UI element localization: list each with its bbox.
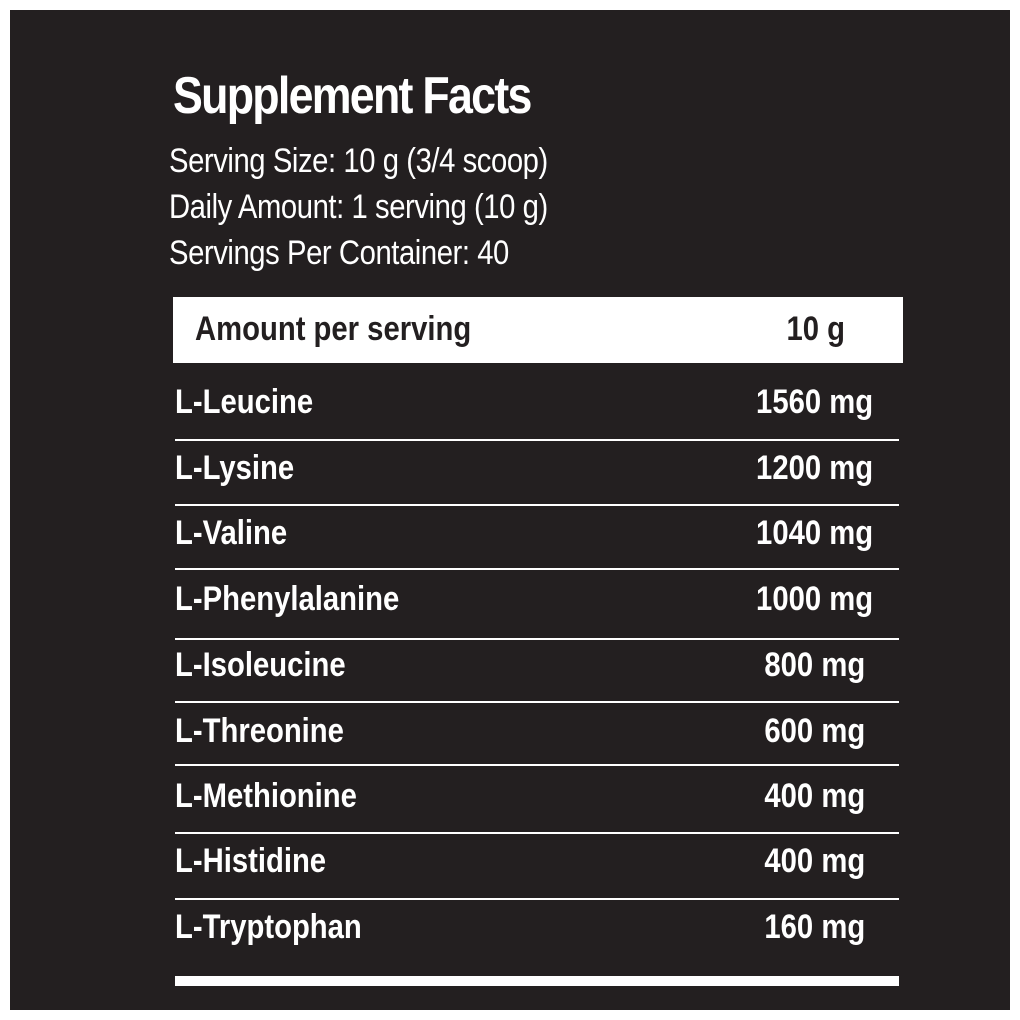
ingredient-amount: 1560 mg — [755, 383, 873, 421]
ingredient-row-threonine: L-Threonine 600 mg — [175, 711, 899, 751]
row-divider — [175, 439, 899, 441]
row-divider — [175, 764, 899, 766]
ingredient-name: L-Methionine — [175, 777, 357, 815]
ingredient-amount: 1000 mg — [755, 580, 873, 618]
ingredient-amount: 1200 mg — [755, 449, 873, 487]
ingredient-row-phenylalanine: L-Phenylalanine 1000 mg — [175, 579, 899, 619]
header-value: 10 g — [786, 310, 845, 348]
ingredient-row-valine: L-Valine 1040 mg — [175, 513, 899, 553]
ingredient-name: L-Leucine — [175, 383, 314, 421]
serving-size: Serving Size: 10 g (3/4 scoop) — [169, 142, 548, 180]
row-divider — [175, 832, 899, 834]
row-divider — [175, 898, 899, 900]
ingredient-name: L-Threonine — [175, 712, 344, 750]
amount-per-serving-header: Amount per serving 10 g — [173, 297, 903, 363]
ingredient-amount: 1040 mg — [755, 514, 873, 552]
ingredient-name: L-Tryptophan — [175, 908, 362, 946]
supplement-facts-panel: Supplement Facts Serving Size: 10 g (3/4… — [10, 10, 1010, 1010]
ingredient-name: L-Phenylalanine — [175, 580, 400, 618]
ingredient-name: L-Valine — [175, 514, 288, 552]
ingredient-amount: 600 mg — [764, 712, 865, 750]
row-divider — [175, 504, 899, 506]
servings-per-container: Servings Per Container: 40 — [169, 234, 509, 272]
ingredient-row-histidine: L-Histidine 400 mg — [175, 841, 899, 881]
ingredient-row-methionine: L-Methionine 400 mg — [175, 776, 899, 816]
ingredient-name: L-Lysine — [175, 449, 295, 487]
daily-amount: Daily Amount: 1 serving (10 g) — [169, 188, 548, 226]
ingredient-row-tryptophan: L-Tryptophan 160 mg — [175, 907, 899, 947]
ingredient-amount: 800 mg — [764, 646, 865, 684]
ingredient-row-leucine: L-Leucine 1560 mg — [175, 382, 899, 422]
row-divider — [175, 638, 899, 640]
header-label: Amount per serving — [195, 310, 472, 348]
ingredient-row-isoleucine: L-Isoleucine 800 mg — [175, 645, 899, 685]
ingredient-name: L-Histidine — [175, 842, 327, 880]
label-title: Supplement Facts — [173, 67, 532, 125]
row-divider — [175, 701, 899, 703]
row-divider — [175, 568, 899, 570]
ingredient-amount: 400 mg — [764, 842, 865, 880]
ingredient-name: L-Isoleucine — [175, 646, 346, 684]
bottom-thick-rule — [175, 976, 899, 986]
ingredient-amount: 160 mg — [764, 908, 865, 946]
ingredient-row-lysine: L-Lysine 1200 mg — [175, 448, 899, 488]
ingredient-amount: 400 mg — [764, 777, 865, 815]
